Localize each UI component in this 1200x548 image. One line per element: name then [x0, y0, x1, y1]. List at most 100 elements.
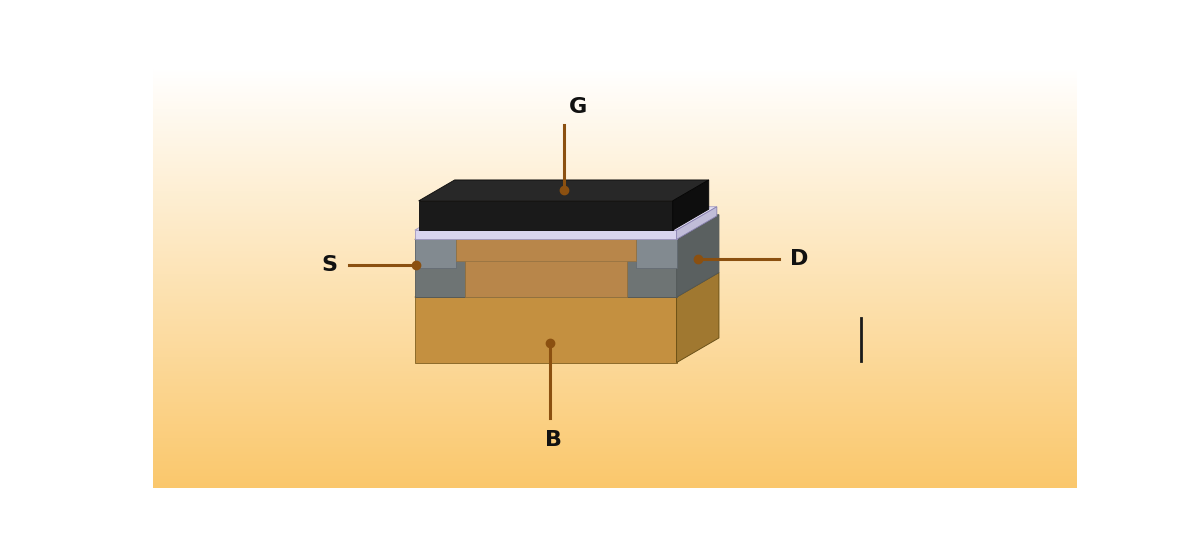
Bar	[154, 351, 1078, 353]
Bar	[154, 96, 1078, 98]
Bar	[154, 121, 1078, 122]
Bar	[154, 289, 1078, 291]
Bar	[154, 168, 1078, 170]
Bar	[154, 363, 1078, 364]
Bar	[154, 198, 1078, 199]
Bar	[154, 427, 1078, 429]
Bar	[154, 235, 1078, 236]
Bar	[154, 292, 1078, 294]
Bar	[154, 185, 1078, 187]
Bar	[154, 270, 1078, 271]
Bar	[154, 327, 1078, 329]
Text: S: S	[322, 255, 338, 276]
Bar	[154, 295, 1078, 296]
Polygon shape	[415, 207, 716, 230]
Bar	[154, 447, 1078, 448]
Bar	[154, 288, 1078, 289]
Bar	[154, 140, 1078, 142]
Bar	[154, 142, 1078, 143]
Bar	[154, 393, 1078, 395]
Bar	[154, 208, 1078, 209]
Polygon shape	[415, 230, 677, 239]
Bar	[154, 246, 1078, 247]
Bar	[154, 418, 1078, 419]
Bar	[154, 113, 1078, 115]
Bar	[154, 223, 1078, 225]
Bar	[154, 157, 1078, 158]
Bar	[154, 163, 1078, 164]
Bar	[154, 399, 1078, 401]
Bar	[154, 322, 1078, 323]
Bar	[154, 257, 1078, 259]
Bar	[154, 100, 1078, 101]
Bar	[154, 259, 1078, 260]
Bar	[154, 334, 1078, 336]
Bar	[154, 94, 1078, 95]
Bar	[154, 260, 1078, 261]
Bar	[154, 164, 1078, 165]
Bar	[154, 361, 1078, 363]
Bar	[154, 192, 1078, 194]
Bar	[154, 476, 1078, 478]
Bar	[154, 298, 1078, 299]
Bar	[154, 133, 1078, 135]
Bar	[154, 162, 1078, 163]
Bar	[154, 413, 1078, 415]
Bar	[154, 357, 1078, 358]
Bar	[154, 309, 1078, 311]
Bar	[154, 132, 1078, 133]
Bar	[154, 197, 1078, 198]
Bar	[154, 116, 1078, 118]
Bar	[154, 460, 1078, 461]
Bar	[154, 105, 1078, 106]
Bar	[154, 312, 1078, 313]
Bar	[154, 250, 1078, 252]
Bar	[154, 364, 1078, 366]
Bar	[154, 315, 1078, 316]
Bar	[154, 210, 1078, 212]
Bar	[154, 329, 1078, 330]
Bar	[154, 301, 1078, 302]
Bar	[154, 194, 1078, 195]
Bar	[154, 465, 1078, 467]
Bar	[154, 443, 1078, 444]
Bar	[154, 281, 1078, 282]
Bar	[154, 358, 1078, 359]
Bar	[154, 152, 1078, 153]
Bar	[154, 170, 1078, 171]
Bar	[154, 149, 1078, 150]
Bar	[154, 336, 1078, 337]
Bar	[154, 433, 1078, 434]
Bar	[154, 482, 1078, 483]
Bar	[154, 153, 1078, 155]
Bar	[154, 405, 1078, 406]
Bar	[154, 125, 1078, 126]
Bar	[154, 480, 1078, 481]
Bar	[154, 70, 1078, 71]
Bar	[154, 359, 1078, 361]
Bar	[154, 341, 1078, 343]
Bar	[154, 424, 1078, 426]
Bar	[154, 313, 1078, 315]
Polygon shape	[415, 297, 677, 363]
Bar	[154, 76, 1078, 77]
Bar	[154, 265, 1078, 267]
Bar	[154, 457, 1078, 458]
Bar	[154, 421, 1078, 423]
Bar	[154, 237, 1078, 239]
Bar	[154, 190, 1078, 191]
Bar	[154, 122, 1078, 123]
Bar	[154, 344, 1078, 346]
Bar	[154, 304, 1078, 305]
Bar	[154, 446, 1078, 447]
Text: D: D	[791, 249, 809, 269]
Bar	[154, 216, 1078, 218]
Text: B: B	[545, 430, 562, 450]
Bar	[154, 410, 1078, 412]
Polygon shape	[415, 272, 719, 297]
Polygon shape	[677, 272, 719, 363]
Bar	[154, 150, 1078, 152]
Bar	[154, 205, 1078, 207]
Bar	[154, 230, 1078, 232]
Bar	[154, 249, 1078, 250]
